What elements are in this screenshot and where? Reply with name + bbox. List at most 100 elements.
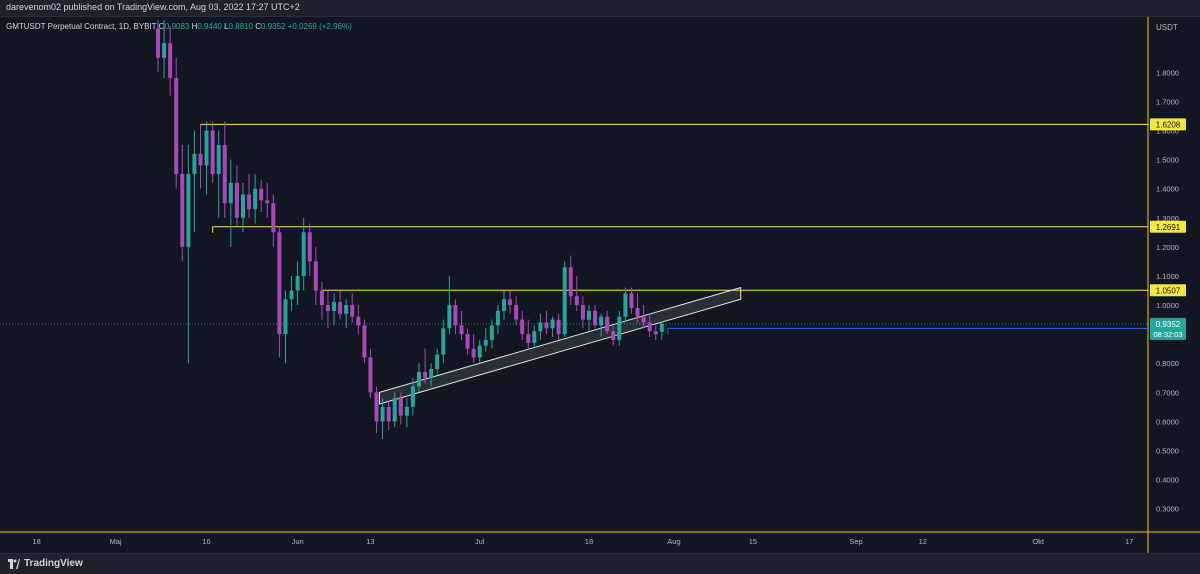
candle-body — [240, 194, 245, 218]
candle-body — [247, 194, 252, 210]
tradingview-logo-icon — [8, 559, 20, 569]
candle-body — [344, 305, 349, 314]
y-tick-label: 1.8000 — [1156, 68, 1179, 77]
x-tick-label: 13 — [366, 537, 374, 546]
candle-body — [417, 371, 422, 387]
y-tick-label: 1.4000 — [1156, 185, 1179, 194]
candle-body — [210, 130, 215, 175]
x-tick-label: Okt — [1032, 537, 1045, 546]
legend-part-3: H — [192, 22, 198, 31]
candle-body — [550, 319, 555, 329]
candle-body — [501, 299, 506, 311]
publisher-bar: darevenom02 published on TradingView.com… — [0, 0, 1200, 17]
candle-body — [495, 310, 500, 326]
candle-body — [653, 331, 658, 335]
candle-body — [605, 316, 610, 332]
candle-body — [410, 386, 415, 407]
level-price-label: 1.0507 — [1156, 286, 1181, 295]
candle-body — [435, 354, 440, 370]
candle-body — [277, 232, 282, 335]
candle-countdown-label: 08:32:03 — [1153, 330, 1182, 339]
candle-body — [544, 322, 549, 329]
legend-part-5: L — [224, 22, 229, 31]
candle-body — [392, 398, 397, 422]
footer-brand: TradingView — [24, 558, 83, 569]
candle-body — [447, 305, 452, 329]
candle-body — [253, 188, 258, 210]
x-tick-label: Jun — [292, 537, 304, 546]
price-axis-unit: USDT — [1156, 23, 1178, 32]
candle-body — [617, 316, 622, 340]
candle-body — [459, 325, 464, 335]
legend-part-7: C — [255, 22, 261, 31]
y-tick-label: 0.5000 — [1156, 447, 1179, 456]
candle-body — [271, 203, 276, 233]
candle-body — [526, 334, 531, 343]
candle-body — [593, 310, 598, 326]
candle-body — [629, 293, 634, 308]
candle-body — [556, 319, 561, 335]
candle-body — [162, 43, 167, 58]
x-tick-label: Jul — [475, 537, 485, 546]
candle-body — [289, 290, 294, 300]
x-tick-label: 16 — [202, 537, 210, 546]
candle-body — [441, 328, 446, 355]
candle-body — [338, 302, 343, 314]
candle-body — [186, 174, 191, 247]
candle-body — [580, 305, 585, 320]
candle-body — [325, 305, 330, 311]
candle-body — [356, 316, 361, 326]
footer-bar: TradingView — [0, 553, 1200, 574]
level-price-tag — [1150, 284, 1186, 297]
candle-body — [265, 200, 270, 204]
x-tick-label: 12 — [919, 537, 927, 546]
candle-body — [477, 345, 482, 358]
candle-body — [204, 130, 209, 166]
candle-body — [301, 232, 306, 276]
x-tick-label: Sep — [849, 537, 862, 546]
y-tick-label: 0.4000 — [1156, 476, 1179, 485]
candle-body — [514, 305, 519, 320]
y-tick-label: 0.8000 — [1156, 359, 1179, 368]
candle-body — [374, 392, 379, 422]
candle-body — [623, 293, 628, 317]
candle-body — [216, 145, 221, 175]
y-tick-label: 1.1000 — [1156, 272, 1179, 281]
candle-body — [168, 43, 173, 79]
candle-body — [222, 145, 227, 204]
x-tick-label: 17 — [1125, 537, 1133, 546]
candle-body — [508, 299, 513, 306]
y-tick-label: 0.7000 — [1156, 388, 1179, 397]
candle-body — [319, 290, 324, 306]
candle-body — [465, 334, 470, 349]
candle-body — [599, 316, 604, 326]
candle-body — [538, 322, 543, 332]
x-tick-label: 15 — [749, 537, 757, 546]
x-tick-label: Maj — [109, 537, 121, 546]
ascending-channel — [379, 286, 742, 405]
candle-body — [386, 406, 391, 422]
candle-body — [562, 267, 567, 335]
candle-body — [453, 305, 458, 326]
candle-body — [307, 232, 312, 262]
legend-part-4: 0.9440 — [197, 22, 224, 31]
candle-body — [313, 261, 318, 291]
candle-body — [568, 267, 573, 297]
candle-body — [574, 296, 579, 306]
candle-body — [332, 302, 337, 311]
y-tick-label: 1.7000 — [1156, 97, 1179, 106]
candle-body — [259, 188, 264, 201]
candle-body — [635, 307, 640, 317]
x-tick-label: Aug — [667, 537, 680, 546]
x-tick-label: 18 — [32, 537, 40, 546]
candle-body — [198, 153, 203, 166]
candle-body — [429, 369, 434, 378]
candle-body — [283, 299, 288, 335]
y-tick-label: 1.3000 — [1156, 214, 1179, 223]
candle-body — [362, 325, 367, 358]
y-tick-label: 1.0000 — [1156, 301, 1179, 310]
candle-body — [483, 339, 488, 346]
candle-body — [647, 322, 652, 332]
x-tick-label: 18 — [585, 537, 593, 546]
